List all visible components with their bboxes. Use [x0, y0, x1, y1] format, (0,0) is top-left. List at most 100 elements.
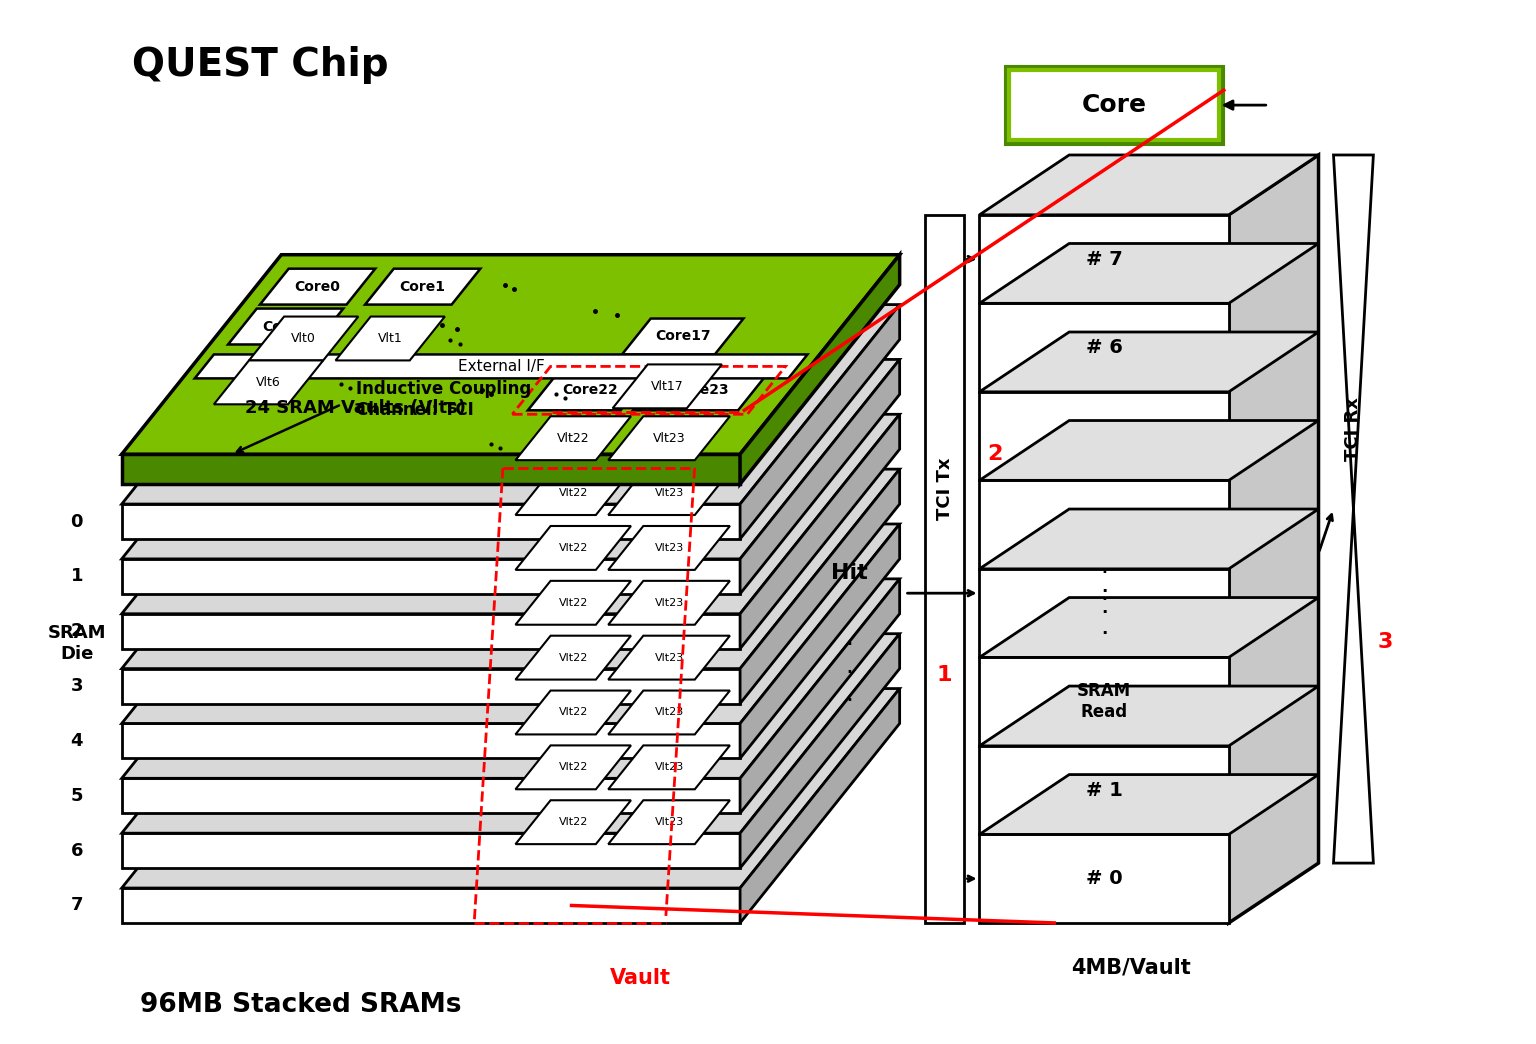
Polygon shape [121, 634, 900, 833]
Polygon shape [608, 471, 730, 515]
Polygon shape [516, 636, 631, 680]
Polygon shape [980, 215, 1229, 304]
Polygon shape [980, 155, 1318, 215]
Polygon shape [980, 745, 1229, 834]
Polygon shape [980, 332, 1318, 392]
Polygon shape [608, 526, 730, 570]
Polygon shape [608, 690, 730, 734]
Polygon shape [528, 371, 653, 410]
Polygon shape [214, 360, 323, 404]
Polygon shape [260, 268, 375, 305]
Polygon shape [1333, 155, 1373, 863]
Text: ·
·: · · [1100, 561, 1107, 613]
Polygon shape [980, 658, 1229, 745]
Text: Core0: Core0 [295, 280, 341, 293]
Polygon shape [980, 392, 1229, 480]
Polygon shape [195, 355, 808, 378]
Text: Core17: Core17 [654, 330, 711, 343]
Polygon shape [980, 421, 1318, 480]
Polygon shape [1009, 70, 1218, 140]
Text: Vlt22: Vlt22 [558, 432, 590, 445]
Polygon shape [121, 578, 900, 779]
Polygon shape [608, 417, 730, 460]
Polygon shape [740, 524, 900, 758]
Text: Vlt22: Vlt22 [559, 489, 588, 498]
Polygon shape [121, 614, 740, 648]
Polygon shape [740, 578, 900, 813]
Text: SRAM
Die: SRAM Die [48, 624, 106, 663]
Polygon shape [335, 316, 445, 360]
Polygon shape [980, 775, 1318, 834]
Polygon shape [121, 414, 900, 614]
Text: Vlt22: Vlt22 [559, 762, 588, 773]
Polygon shape [980, 686, 1318, 745]
Text: SRAM
Read: SRAM Read [1077, 682, 1130, 721]
Text: Vlt6: Vlt6 [257, 376, 281, 388]
Polygon shape [633, 371, 770, 410]
Polygon shape [740, 359, 900, 594]
Polygon shape [121, 454, 740, 484]
Polygon shape [516, 471, 631, 515]
Text: Vlt22: Vlt22 [559, 652, 588, 663]
Polygon shape [121, 359, 900, 559]
Text: # 1: # 1 [1086, 781, 1123, 800]
Polygon shape [740, 255, 900, 484]
Polygon shape [622, 318, 743, 355]
Polygon shape [121, 469, 900, 668]
Text: Vlt23: Vlt23 [654, 817, 684, 827]
Text: 1: 1 [71, 567, 83, 586]
Polygon shape [980, 597, 1318, 658]
Text: 2: 2 [988, 444, 1003, 464]
Text: Core22: Core22 [562, 383, 617, 398]
Polygon shape [516, 417, 631, 460]
Text: Vlt1: Vlt1 [378, 332, 402, 345]
Text: Vlt17: Vlt17 [651, 380, 684, 393]
Polygon shape [980, 509, 1318, 569]
Polygon shape [516, 690, 631, 734]
Polygon shape [121, 305, 900, 504]
Text: Core23: Core23 [674, 383, 730, 398]
Text: Vlt23: Vlt23 [654, 762, 684, 773]
Polygon shape [121, 723, 740, 758]
Text: Vlt0: Vlt0 [292, 332, 316, 345]
Text: ·
·
·: · · · [1101, 584, 1107, 643]
Polygon shape [608, 580, 730, 624]
Polygon shape [1009, 70, 1218, 140]
Polygon shape [121, 668, 740, 704]
Text: 4MB/Vault: 4MB/Vault [1071, 957, 1190, 978]
Polygon shape [227, 309, 344, 345]
Text: Vlt23: Vlt23 [654, 489, 684, 498]
Text: 24 SRAM Vaults (Vlts): 24 SRAM Vaults (Vlts) [246, 399, 465, 418]
Polygon shape [1229, 155, 1318, 923]
Polygon shape [613, 364, 722, 408]
Polygon shape [608, 801, 730, 845]
Text: Vlt23: Vlt23 [653, 432, 685, 445]
Text: Core: Core [1081, 93, 1146, 117]
Polygon shape [980, 304, 1229, 392]
Polygon shape [516, 580, 631, 624]
Text: Vlt22: Vlt22 [559, 598, 588, 608]
Polygon shape [740, 634, 900, 868]
Text: 4: 4 [71, 732, 83, 750]
Text: # 6: # 6 [1086, 338, 1123, 357]
Polygon shape [121, 504, 740, 539]
Text: 1: 1 [937, 665, 952, 685]
Text: Core6: Core6 [263, 319, 309, 333]
Text: External I/F: External I/F [458, 359, 544, 374]
Polygon shape [608, 745, 730, 789]
Text: Vlt22: Vlt22 [559, 543, 588, 553]
Text: Vlt23: Vlt23 [654, 708, 684, 717]
Polygon shape [249, 316, 358, 360]
Polygon shape [740, 414, 900, 648]
Text: 7: 7 [71, 897, 83, 915]
Text: 96MB Stacked SRAMs: 96MB Stacked SRAMs [140, 992, 462, 1018]
Text: Hit: Hit [831, 564, 868, 584]
Polygon shape [121, 888, 740, 923]
Polygon shape [121, 559, 740, 594]
Text: QUEST Chip: QUEST Chip [132, 46, 389, 85]
Text: Vlt22: Vlt22 [559, 708, 588, 717]
Text: Vlt23: Vlt23 [654, 598, 684, 608]
Text: Core1: Core1 [399, 280, 445, 293]
Polygon shape [980, 243, 1318, 304]
Polygon shape [516, 745, 631, 789]
